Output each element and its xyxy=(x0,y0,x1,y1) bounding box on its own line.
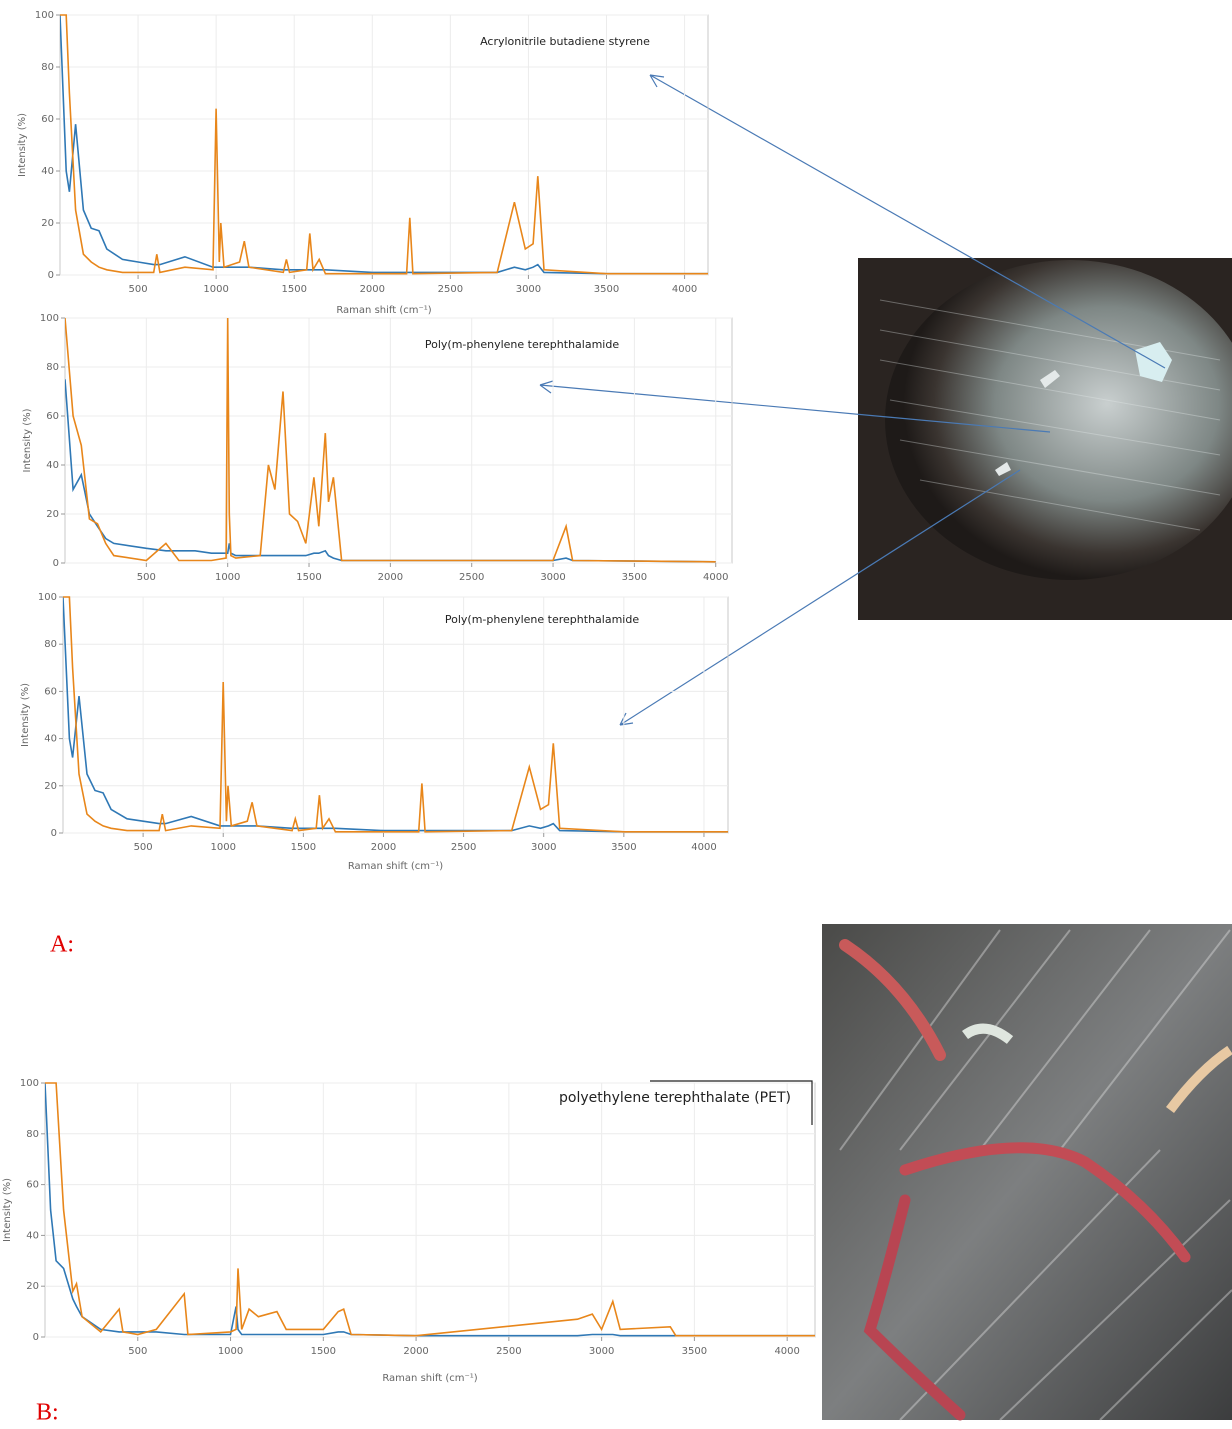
chart-title: Poly(m-phenylene terephthalamide xyxy=(445,613,639,626)
y-axis-label: Intensity (%) xyxy=(17,113,28,177)
y-axis-label: Intensity (%) xyxy=(22,408,33,472)
x-tick-label: 3500 xyxy=(594,284,619,295)
x-tick-label: 1500 xyxy=(296,572,321,583)
y-tick-label: 100 xyxy=(20,1078,39,1089)
chart: 0 20 40 60 80 100 500 1000 1500 2000 2500 3000 3500 4… xyxy=(2,1078,815,1384)
x-tick-label: 1000 xyxy=(211,842,236,853)
x-tick-label: 4000 xyxy=(774,1346,799,1357)
y-tick-label: 80 xyxy=(46,362,59,373)
y-tick-label: 100 xyxy=(38,592,57,603)
y-tick-label: 60 xyxy=(41,114,54,125)
x-tick-label: 3000 xyxy=(531,842,556,853)
spectrum-line xyxy=(63,597,728,832)
x-tick-label: 2500 xyxy=(496,1346,521,1357)
y-axis-label: Intensity (%) xyxy=(20,683,31,747)
x-tick-label: 3000 xyxy=(540,572,565,583)
spectrum-line xyxy=(60,15,708,274)
x-tick-label: 4000 xyxy=(672,284,697,295)
spectrum-line xyxy=(60,15,708,274)
figure: A: B: 0204060801005001000150020002500300… xyxy=(0,0,1232,1425)
y-tick-label: 40 xyxy=(46,460,59,471)
y-tick-label: 20 xyxy=(44,781,57,792)
y-tick-label: 20 xyxy=(41,218,54,229)
y-tick-label: 0 xyxy=(51,828,57,839)
panel-label: B: xyxy=(36,1400,59,1426)
x-tick-label: 2000 xyxy=(378,572,403,583)
plot-frame xyxy=(60,15,708,275)
microscope-photo-b xyxy=(822,924,1232,1420)
x-tick-label: 2500 xyxy=(459,572,484,583)
plot-frame xyxy=(45,1083,815,1337)
chart-title: polyethylene terephthalate (PET) xyxy=(559,1090,791,1106)
x-tick-label: 2000 xyxy=(371,842,396,853)
x-tick-label: 1500 xyxy=(291,842,316,853)
chart: 0 20 40 60 80 100 500 1000 1500 2000 2500 3000 3500 4… xyxy=(22,313,732,583)
y-tick-label: 100 xyxy=(35,10,54,21)
y-tick-label: 60 xyxy=(46,411,59,422)
y-tick-label: 80 xyxy=(26,1129,39,1140)
x-tick-label: 500 xyxy=(128,1346,147,1357)
y-tick-label: 20 xyxy=(46,509,59,520)
x-tick-label: 3000 xyxy=(516,284,541,295)
y-tick-label: 40 xyxy=(44,734,57,745)
y-tick-label: 60 xyxy=(26,1180,39,1191)
chart: 0 20 40 60 80 100 500 1000 1500 2000 2500 3000 3500 4… xyxy=(20,592,728,872)
y-tick-label: 40 xyxy=(26,1230,39,1241)
x-tick-label: 3500 xyxy=(611,842,636,853)
y-tick-label: 80 xyxy=(41,62,54,73)
x-tick-label: 1000 xyxy=(203,284,228,295)
plot-frame xyxy=(65,318,732,563)
chart-title: Acrylonitrile butadiene styrene xyxy=(480,35,650,48)
x-tick-label: 2000 xyxy=(360,284,385,295)
microscope-photo-a xyxy=(858,258,1232,620)
x-tick-label: 1500 xyxy=(311,1346,336,1357)
y-tick-label: 0 xyxy=(48,270,54,281)
x-tick-label: 3500 xyxy=(682,1346,707,1357)
x-tick-label: 3500 xyxy=(622,572,647,583)
x-tick-label: 4000 xyxy=(703,572,728,583)
chart-title: Poly(m-phenylene terephthalamide xyxy=(425,338,619,351)
y-tick-label: 20 xyxy=(26,1281,39,1292)
spectrum-line xyxy=(45,1083,815,1336)
x-axis-label: Raman shift (cm⁻¹) xyxy=(336,305,431,316)
x-axis-label: Raman shift (cm⁻¹) xyxy=(382,1373,477,1384)
y-axis-label: Intensity (%) xyxy=(2,1178,13,1242)
y-tick-label: 0 xyxy=(53,558,59,569)
x-axis-label: Raman shift (cm⁻¹) xyxy=(348,861,443,872)
spectrum-line xyxy=(63,597,728,832)
x-tick-label: 1000 xyxy=(215,572,240,583)
x-tick-label: 500 xyxy=(137,572,156,583)
panel-label: A: xyxy=(50,932,74,958)
y-tick-label: 100 xyxy=(40,313,59,324)
x-tick-label: 1500 xyxy=(281,284,306,295)
x-tick-label: 1000 xyxy=(218,1346,243,1357)
y-tick-label: 40 xyxy=(41,166,54,177)
x-tick-label: 500 xyxy=(134,842,153,853)
y-tick-label: 60 xyxy=(44,686,57,697)
chart: 0 20 40 60 80 100 500 1000 1500 2000 2500 3000 3500 4… xyxy=(17,10,708,316)
y-tick-label: 0 xyxy=(33,1332,39,1343)
x-tick-label: 500 xyxy=(129,284,148,295)
x-tick-label: 4000 xyxy=(691,842,716,853)
x-tick-label: 2500 xyxy=(438,284,463,295)
plot-frame xyxy=(63,597,728,833)
x-tick-label: 3000 xyxy=(589,1346,614,1357)
y-tick-label: 80 xyxy=(44,639,57,650)
spectrum-line xyxy=(45,1083,815,1336)
x-tick-label: 2000 xyxy=(403,1346,428,1357)
x-tick-label: 2500 xyxy=(451,842,476,853)
